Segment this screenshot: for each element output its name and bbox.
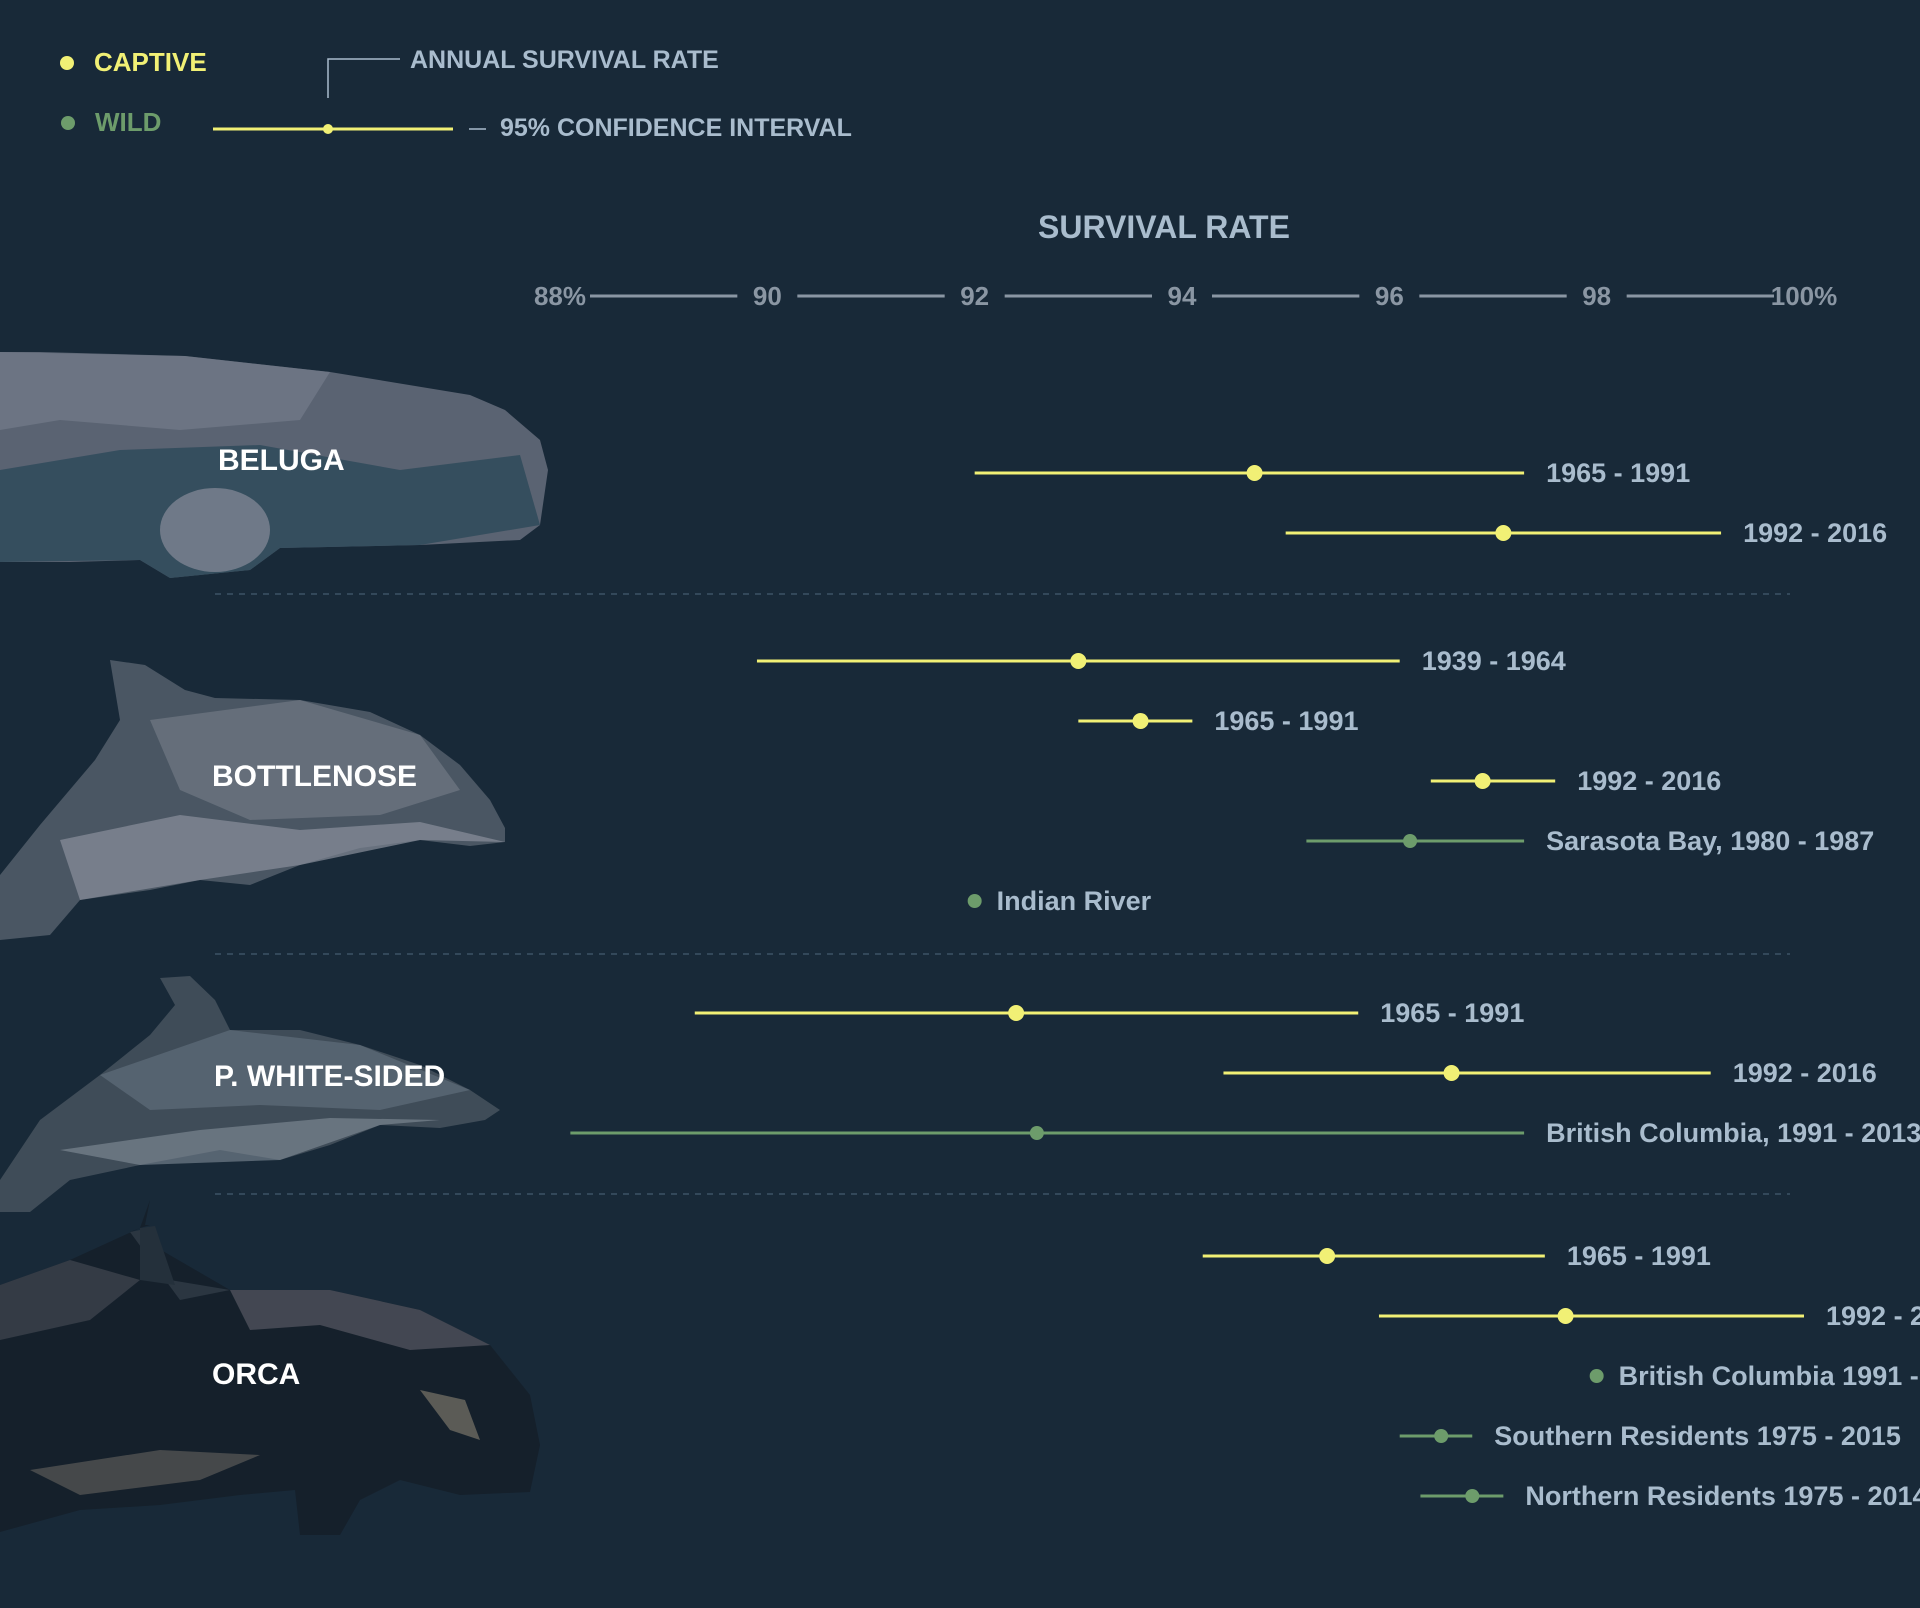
captive-rate-point: [1132, 713, 1149, 729]
entry-label: 1992 - 2016: [1733, 1058, 1877, 1088]
entry-label: British Columbia 1991 - 2013: [1619, 1361, 1920, 1391]
x-tick-label: 92: [960, 281, 989, 311]
entry-label: 1965 - 1991: [1567, 1241, 1711, 1271]
captive-rate-point: [1070, 653, 1087, 669]
captive-rate-point: [1246, 465, 1263, 481]
species-label-bottlenose: BOTTLENOSE: [212, 760, 417, 793]
chart-title: SURVIVAL RATE: [1038, 209, 1290, 245]
entry-label: Indian River: [997, 886, 1152, 916]
white-sided-dolphin-icon: [0, 976, 500, 1212]
entry-label: British Columbia, 1991 - 2013: [1546, 1118, 1920, 1148]
wild-rate-point: [1589, 1369, 1604, 1383]
captive-rate-point: [1474, 773, 1491, 789]
beluga-icon: [0, 352, 548, 578]
entry-label: Sarasota Bay, 1980 - 1987: [1546, 826, 1874, 856]
entry-label: 1939 - 1964: [1422, 646, 1566, 676]
entry-label: 1992 - 2016: [1826, 1301, 1920, 1331]
x-axis: 88% 90 92 94 96 98 100%: [534, 281, 1837, 311]
legend-rate-label: ANNUAL SURVIVAL RATE: [410, 46, 719, 74]
wild-rate-point: [967, 894, 982, 908]
entry-label: Northern Residents 1975 - 2014: [1525, 1481, 1920, 1511]
x-tick-label: 96: [1375, 281, 1404, 311]
entry-label: 1965 - 1991: [1380, 998, 1524, 1028]
entry-label: 1992 - 2016: [1577, 766, 1721, 796]
bottlenose-dolphin-icon: [0, 660, 505, 940]
entry-label: 1965 - 1991: [1214, 706, 1358, 736]
species-label-beluga: BELUGA: [218, 444, 345, 477]
captive-rate-point: [1443, 1065, 1460, 1081]
orca-icon: [0, 1200, 540, 1535]
legend-wild-dot: [61, 116, 75, 130]
legend-rate-pointer: [327, 58, 400, 98]
legend-captive-dot: [60, 56, 74, 70]
wild-rate-point: [1465, 1489, 1480, 1503]
species-label-orca: ORCA: [212, 1358, 300, 1391]
captive-rate-point: [1495, 525, 1512, 541]
x-tick-label: 94: [1168, 281, 1197, 311]
entry-label: 1992 - 2016: [1743, 518, 1887, 548]
wild-rate-point: [1403, 834, 1418, 848]
legend-ci-label: 95% CONFIDENCE INTERVAL: [500, 114, 852, 142]
legend-captive-label: CAPTIVE: [94, 47, 207, 77]
wild-rate-point: [1029, 1126, 1044, 1140]
entry-label: 1965 - 1991: [1546, 458, 1690, 488]
captive-rate-point: [1008, 1005, 1025, 1021]
legend: CAPTIVE WILD ANNUAL SURVIVAL RATE 95% CO…: [60, 46, 852, 142]
legend-wild-label: WILD: [95, 107, 161, 137]
captive-rate-point: [1557, 1308, 1574, 1324]
x-tick-label: 98: [1582, 281, 1611, 311]
wild-rate-point: [1434, 1429, 1449, 1443]
entry-label: Southern Residents 1975 - 2015: [1494, 1421, 1901, 1451]
species-label-white-sided: P. WHITE-SIDED: [214, 1060, 445, 1093]
x-tick-label: 100%: [1771, 281, 1838, 311]
x-tick-label: 90: [753, 281, 782, 311]
legend-rate-dot: [323, 124, 333, 134]
data-marks: 1965 - 1991 1992 - 2016 1939 - 1964 1965 - …: [570, 458, 1920, 1511]
x-tick-label: 88%: [534, 281, 586, 311]
captive-rate-point: [1319, 1248, 1336, 1264]
